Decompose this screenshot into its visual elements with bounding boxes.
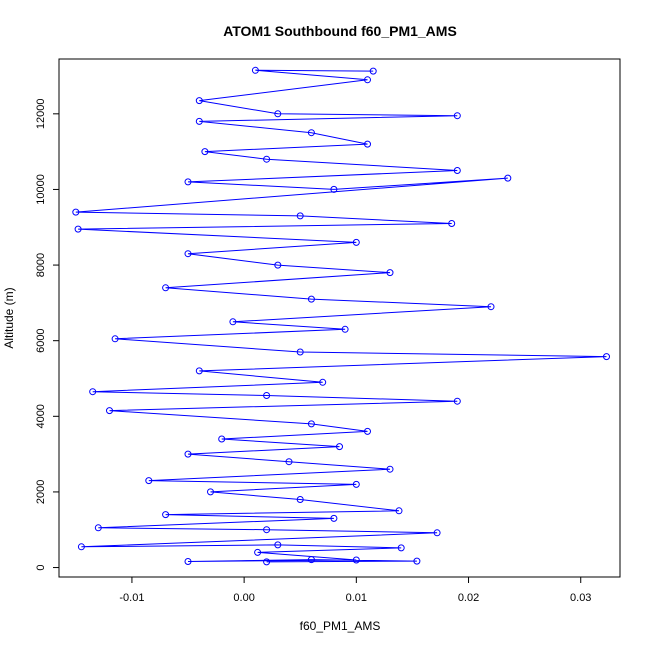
data-point — [218, 435, 226, 443]
data-point — [603, 353, 610, 361]
data-point — [274, 541, 282, 549]
data-point — [296, 496, 304, 503]
data-point — [307, 420, 315, 428]
data-point — [395, 507, 403, 515]
x-tick-label: 0.00 — [233, 592, 254, 604]
data-point — [263, 155, 271, 163]
data-point — [254, 548, 262, 556]
series-line — [75, 69, 607, 563]
data-point — [77, 543, 85, 551]
data-point — [184, 250, 192, 258]
data-point — [364, 76, 371, 84]
x-tick-label: 0.01 — [346, 592, 367, 604]
data-point — [330, 514, 338, 522]
y-tick-label: 12000 — [35, 99, 47, 130]
data-point — [433, 529, 441, 537]
data-point — [504, 174, 512, 182]
data-point — [352, 238, 360, 246]
data-point — [184, 178, 192, 186]
x-axis: -0.01 0.00 0.01 0.02 0.03 — [119, 576, 591, 604]
data-point — [285, 458, 293, 466]
data-point — [274, 261, 282, 269]
data-point — [364, 427, 371, 435]
series-0 — [72, 66, 610, 566]
data-point — [162, 511, 170, 519]
data-point — [453, 397, 461, 405]
data-point — [369, 67, 377, 75]
data-point — [195, 117, 203, 125]
data-point — [72, 208, 80, 216]
data-point — [263, 392, 271, 399]
x-tick-label: 0.02 — [458, 592, 479, 604]
data-point — [397, 544, 405, 552]
x-tick-label: 0.03 — [570, 592, 591, 604]
data-point — [307, 556, 315, 564]
chart-title: ATOM1 Southbound f60_PM1_AMS — [223, 23, 457, 39]
data-point — [162, 284, 170, 292]
data-point — [341, 325, 349, 333]
x-tick-label: -0.01 — [119, 592, 144, 604]
plot-area-frame — [58, 58, 621, 578]
y-tick-label: 10000 — [35, 174, 47, 205]
data-point — [201, 148, 209, 156]
data-point — [307, 295, 315, 303]
data-point — [229, 318, 237, 326]
data-point — [111, 335, 119, 343]
data-point — [413, 557, 421, 565]
data-point — [386, 465, 394, 473]
data-point — [296, 348, 304, 356]
data-point — [352, 480, 360, 488]
data-point — [184, 558, 192, 565]
x-axis-label: f60_PM1_AMS — [300, 619, 381, 633]
data-point — [74, 225, 82, 233]
data-point — [263, 558, 271, 566]
y-axis: 0 2000 4000 6000 8000 10000 12000 — [35, 99, 60, 571]
y-tick-label: 6000 — [35, 328, 47, 352]
data-point — [106, 407, 113, 415]
data-point — [336, 443, 343, 451]
y-tick-label: 0 — [35, 564, 47, 570]
data-point — [89, 388, 97, 396]
y-axis-label: Altitude (m) — [2, 287, 16, 348]
data-layer — [72, 66, 610, 566]
data-point — [263, 526, 271, 534]
data-point — [184, 450, 192, 458]
data-point — [319, 378, 327, 386]
data-point — [251, 66, 259, 74]
data-point — [145, 477, 153, 485]
data-point — [364, 140, 371, 148]
y-tick-label: 2000 — [35, 480, 47, 504]
data-point — [453, 112, 461, 120]
y-tick-label: 8000 — [35, 253, 47, 277]
data-point — [207, 488, 214, 496]
data-point — [94, 524, 102, 532]
data-point — [307, 129, 315, 137]
y-tick-label: 4000 — [35, 404, 47, 428]
data-point — [448, 220, 456, 227]
data-point — [195, 97, 203, 105]
data-point — [487, 303, 495, 311]
data-point — [386, 269, 394, 277]
data-point — [352, 556, 360, 564]
data-point — [453, 167, 461, 174]
data-point — [274, 110, 282, 118]
data-point — [296, 212, 304, 220]
data-point — [330, 185, 338, 193]
data-point — [195, 367, 203, 375]
